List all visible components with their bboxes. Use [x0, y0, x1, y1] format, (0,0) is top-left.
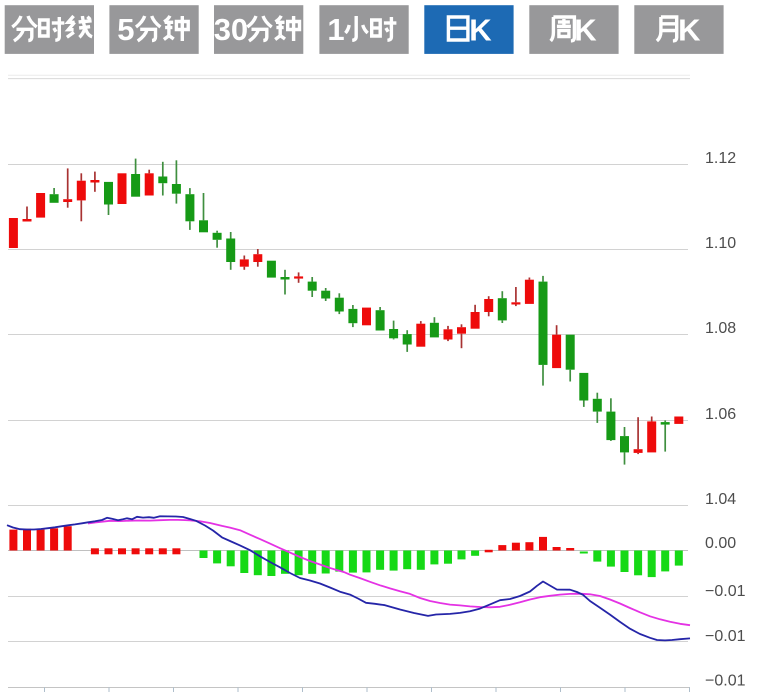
svg-text:K: K: [574, 13, 597, 48]
svg-text:K: K: [469, 13, 492, 48]
svg-text:1.04: 1.04: [705, 491, 736, 508]
svg-text:K: K: [678, 13, 701, 48]
svg-text:30: 30: [214, 12, 248, 47]
svg-text:−0.01: −0.01: [705, 583, 746, 600]
svg-text:1.08: 1.08: [705, 320, 736, 337]
svg-text:1.12: 1.12: [705, 150, 736, 167]
svg-text:5: 5: [117, 12, 134, 47]
svg-text:1.10: 1.10: [705, 235, 736, 252]
svg-text:−0.01: −0.01: [705, 673, 746, 690]
svg-text:1.06: 1.06: [705, 406, 736, 423]
svg-text:0.00: 0.00: [705, 535, 736, 552]
svg-text:−0.01: −0.01: [705, 628, 746, 645]
svg-text:1: 1: [327, 12, 344, 47]
